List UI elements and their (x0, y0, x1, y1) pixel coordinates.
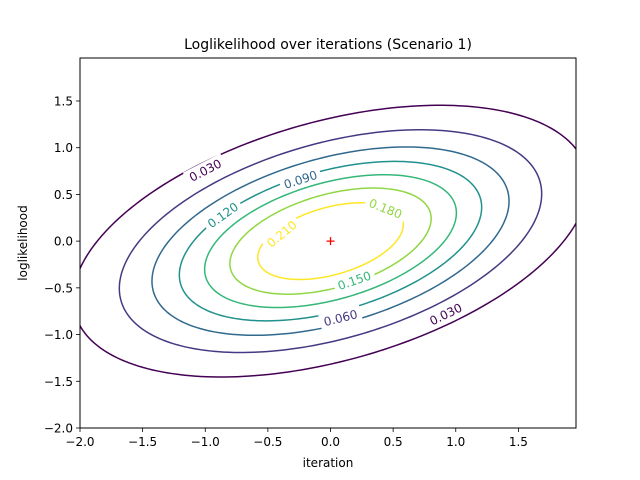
contour-label-halo (201, 196, 245, 234)
y-tick-label: 1.0 (54, 141, 73, 155)
contour-line-0.210 (257, 202, 404, 281)
x-axis-label: iteration (303, 456, 354, 470)
contour-line-0.180 (229, 187, 432, 295)
chart-title: Loglikelihood over iterations (Scenario … (184, 37, 472, 53)
x-tick-label: 0.5 (384, 435, 403, 449)
y-tick-label: −0.5 (44, 281, 73, 295)
contour-line-0.090 (151, 146, 510, 337)
contour-label-halo (318, 304, 363, 331)
x-tick-label: 1.0 (446, 435, 465, 449)
contour-label-halo (363, 193, 409, 224)
plot-frame (79, 57, 577, 429)
x-tick-label: −1.5 (128, 435, 157, 449)
x-axis-ticks: −2.0 −1.5 −1.0 −0.5 0.0 0.5 1.0 1.5 (65, 428, 528, 449)
center-marker (326, 237, 335, 246)
y-tick-label: 0.5 (54, 188, 73, 202)
contour-lines (80, 104, 576, 378)
contour-line-0.120 (178, 160, 483, 322)
y-axis-label: loglikelihood (16, 205, 30, 280)
contour-label-halo (182, 153, 228, 187)
contour-label-halo (277, 165, 323, 194)
contour-label-halo (260, 214, 303, 254)
x-tick-label: −2.0 (65, 435, 94, 449)
contour-label-halo (423, 297, 469, 331)
contour-line-0.030 (80, 104, 576, 378)
y-tick-label: 0.0 (54, 235, 73, 249)
x-tick-label: 1.5 (509, 435, 528, 449)
y-tick-label: −2.0 (44, 422, 73, 436)
contour-label-halo (331, 265, 377, 295)
y-axis-ticks: −2.0 −1.5 −1.0 −0.5 0.0 0.5 1.0 1.5 (44, 94, 80, 436)
x-tick-label: 0.0 (321, 435, 340, 449)
y-tick-label: 1.5 (54, 94, 73, 108)
contour-line-0.150 (203, 173, 458, 309)
center-marker-group (326, 237, 335, 246)
x-tick-label: −1.0 (191, 435, 220, 449)
x-tick-label: −0.5 (253, 435, 282, 449)
contour-line-0.060 (118, 129, 543, 354)
y-tick-label: −1.5 (44, 375, 73, 389)
y-tick-label: −1.0 (44, 328, 73, 342)
